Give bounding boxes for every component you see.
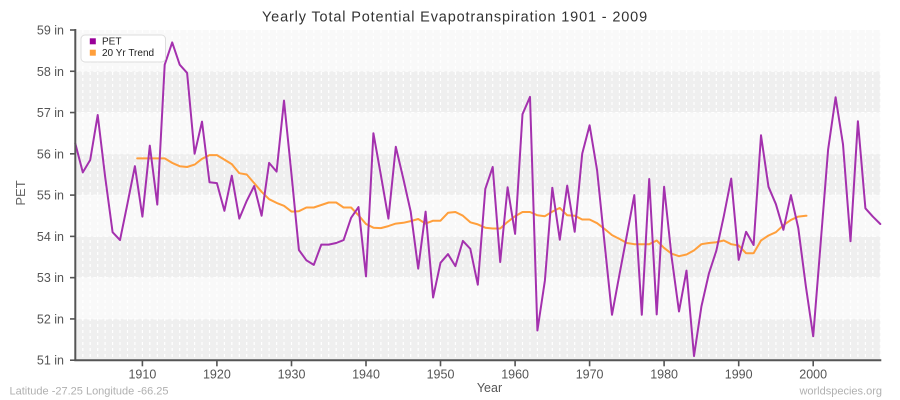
svg-text:58 in: 58 in (37, 65, 64, 79)
svg-text:56 in: 56 in (37, 147, 64, 161)
svg-text:1940: 1940 (352, 367, 380, 381)
svg-text:54 in: 54 in (37, 230, 64, 244)
svg-text:59 in: 59 in (37, 24, 64, 38)
svg-text:1910: 1910 (128, 367, 156, 381)
svg-text:51 in: 51 in (37, 354, 64, 368)
svg-text:1960: 1960 (501, 367, 529, 381)
svg-text:1920: 1920 (203, 367, 231, 381)
svg-text:Latitude -27.25 Longitude -66.: Latitude -27.25 Longitude -66.25 (10, 386, 169, 398)
svg-text:1970: 1970 (576, 367, 604, 381)
svg-text:20 Yr Trend: 20 Yr Trend (102, 48, 154, 59)
svg-text:1930: 1930 (278, 367, 306, 381)
svg-text:Yearly Total Potential Evapotr: Yearly Total Potential Evapotranspiratio… (262, 10, 648, 26)
svg-text:1950: 1950 (427, 367, 455, 381)
svg-text:1990: 1990 (725, 367, 753, 381)
svg-text:1980: 1980 (650, 367, 678, 381)
svg-text:53 in: 53 in (37, 271, 64, 285)
svg-text:worldspecies.org: worldspecies.org (798, 386, 882, 398)
svg-text:57 in: 57 in (37, 106, 64, 120)
svg-text:55 in: 55 in (37, 189, 64, 203)
svg-text:Year: Year (477, 381, 502, 395)
svg-text:52 in: 52 in (37, 312, 64, 326)
svg-text:PET: PET (102, 37, 121, 48)
svg-text:2000: 2000 (799, 367, 827, 381)
svg-text:PET: PET (13, 180, 28, 205)
